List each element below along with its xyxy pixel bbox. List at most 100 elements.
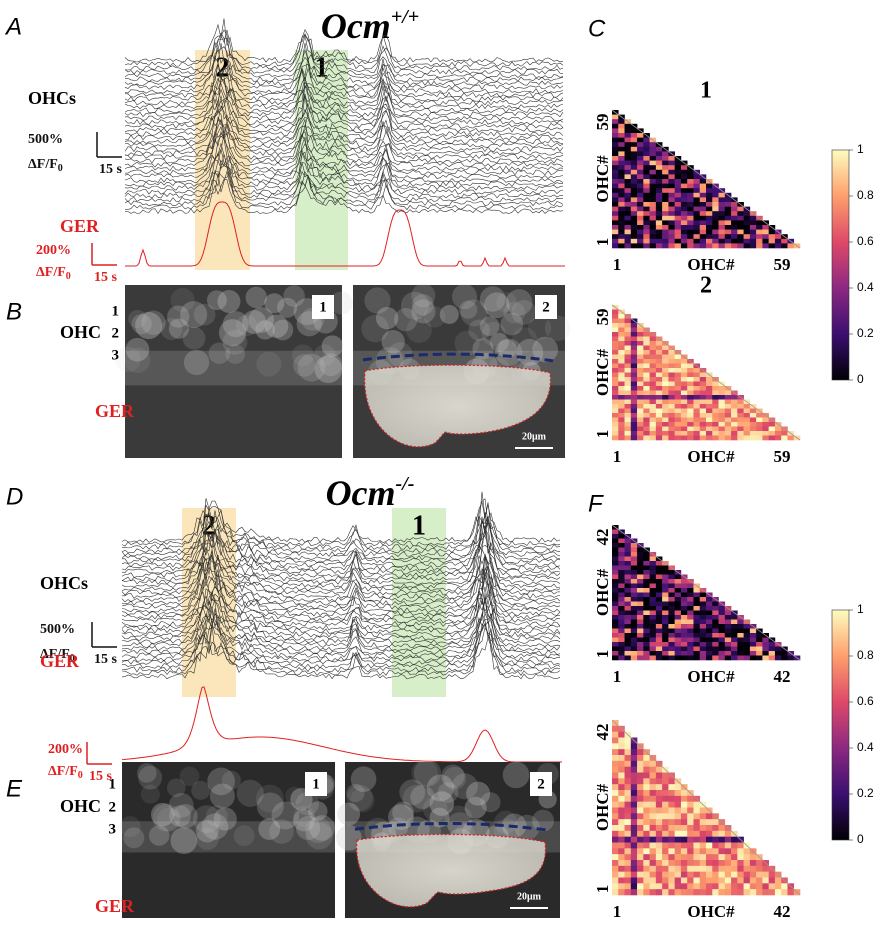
matrix-cell [718,606,726,611]
matrix-cell [731,628,738,634]
matrix-cell [693,597,701,602]
matrix-cell [699,435,707,441]
matrix-cell [612,386,619,391]
matrix-cell [612,179,619,184]
matrix-cell [674,637,682,643]
matrix-cell [731,642,738,647]
matrix-cell [674,624,682,629]
matrix-cell [630,565,638,571]
matrix-cell [706,655,713,661]
matrix-cell [737,431,744,436]
row-label: 1 [112,303,120,319]
matrix-cell [637,206,644,212]
matrix-cell [762,871,769,878]
matrix-cell [649,142,657,148]
ohc-trace [124,123,564,160]
matrix-cell [668,354,675,360]
matrix-cell [662,386,669,391]
matrix-cell [630,422,638,427]
matrix-cell [643,435,650,441]
matrix-cell [668,790,675,797]
matrix-cell [649,825,657,832]
matrix-cell [630,813,638,820]
matrix-cell [724,877,732,884]
matrix-cell [630,755,638,762]
matrix-cell [699,883,707,890]
matrix-cell [643,238,650,244]
matrix-cell [655,637,663,643]
matrix-cell [612,350,619,355]
matrix-cell [699,426,707,432]
matrix-cell [637,592,644,598]
matrix-cell [624,390,632,396]
matrix-cell [649,368,657,373]
matrix-cell [624,368,632,373]
matrix-cell [706,619,713,625]
cell [423,306,446,328]
matrix-cell [612,737,619,744]
matrix-cell [693,399,701,405]
matrix-cell [749,883,757,890]
matrix-cell [618,871,625,878]
matrix-cell [693,386,701,391]
row-label: 2 [112,325,120,341]
matrix-cell [737,215,744,221]
matrix-cell [674,165,682,171]
matrix-cell [693,413,701,418]
matrix-cell [706,192,713,198]
matrix-cell [712,854,719,861]
matrix-cell [612,865,619,872]
matrix-cell [649,408,657,414]
matrix-cell [693,883,701,890]
matrix-cell [731,848,738,855]
matrix-cell [668,413,675,418]
matrix-cell [618,579,625,584]
cell [283,285,305,307]
ohc-trace [124,46,564,83]
matrix-cell [643,790,650,797]
matrix-cell [774,435,782,441]
matrix-cell [668,211,675,217]
matrix-cell [680,368,688,373]
matrix-cell [630,225,638,230]
matrix-cell [743,865,751,872]
matrix-cell [743,426,751,432]
matrix-cell [668,395,675,400]
matrix-cell [618,202,625,207]
matrix-cell [706,202,713,207]
matrix-cell [630,624,638,629]
matrix-cell [662,889,669,896]
matrix-cell [693,642,701,647]
matrix-cell [749,633,757,638]
matrix-cell [662,408,669,414]
matrix-cell [624,174,632,180]
cell [314,355,343,384]
matrix-cell [668,860,675,867]
matrix-cell [649,426,657,432]
matrix-cell [612,426,619,432]
matrix-cell [712,426,719,432]
colorbar [831,609,850,841]
matrix-cell [630,579,638,584]
matrix-cell [693,215,701,221]
y-axis-first: 1 [593,885,612,894]
matrix-cell [624,583,632,589]
matrix-cell [649,766,657,773]
scale-label: 20μm [517,891,542,902]
matrix-cell [687,871,694,878]
matrix-cell [668,606,675,611]
matrix-cell [674,435,682,441]
matrix-cell [680,655,688,661]
matrix-cell [624,597,632,602]
matrix-cell [693,819,701,826]
matrix-cell [618,408,625,414]
matrix-cell [737,642,744,647]
matrix-cell [680,619,688,625]
matrix-cell [630,570,638,575]
matrix-cell [731,842,738,849]
matrix-cell [655,220,663,226]
matrix-cell [649,345,657,351]
matrix-cell [630,836,638,843]
matrix-cell [706,408,713,414]
matrix-cell [624,354,632,360]
